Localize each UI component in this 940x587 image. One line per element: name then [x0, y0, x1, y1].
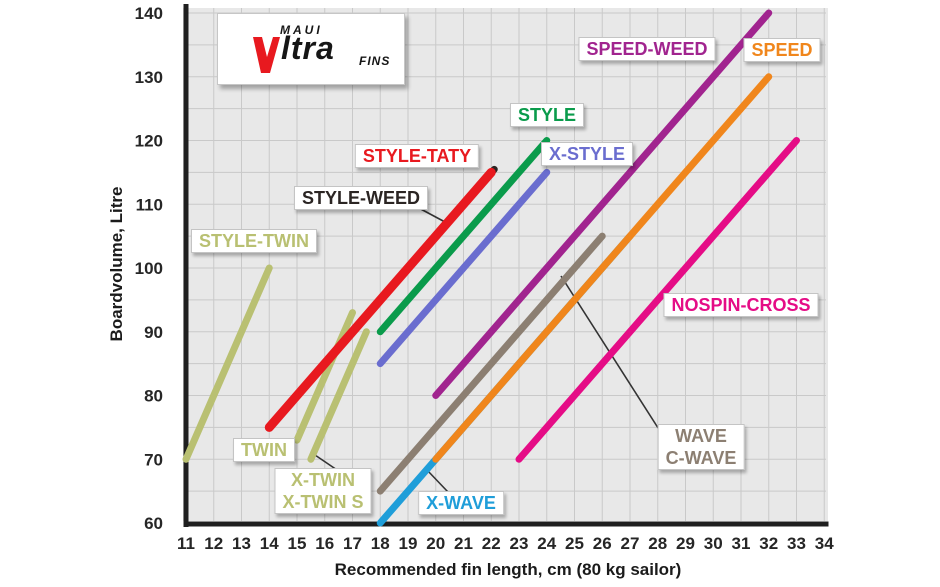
line-x-twin — [307, 328, 370, 463]
x-tick-label: 11 — [177, 534, 195, 553]
x-tick-label: 14 — [260, 534, 279, 553]
line-speed — [432, 73, 773, 463]
y-tick-label: 100 — [135, 259, 163, 278]
x-tick-label: 19 — [399, 534, 418, 553]
x-tick-label: 16 — [315, 534, 334, 553]
x-tick-label: 29 — [676, 534, 695, 553]
brand-logo: MAUI ltra FINS — [217, 13, 405, 85]
y-tick-label: 80 — [144, 387, 163, 406]
line-style — [376, 137, 551, 336]
y-tick-label: 70 — [144, 450, 163, 469]
x-tick-label: 15 — [288, 534, 307, 553]
x-tick-label: 30 — [704, 534, 723, 553]
line-style-twin — [182, 264, 273, 463]
y-axis-line — [183, 4, 189, 527]
line-nospin-cross — [515, 137, 800, 463]
y-tick-label: 130 — [135, 68, 163, 87]
x-tick-label: 32 — [759, 534, 778, 553]
x-tick-label: 23 — [510, 534, 529, 553]
line-x-style — [376, 168, 551, 368]
x-tick-label: 31 — [732, 534, 751, 553]
x-axis-title: Recommended fin length, cm (80 kg sailor… — [334, 560, 682, 579]
logo-u-swoosh-icon — [253, 37, 280, 73]
x-tick-label: 17 — [343, 534, 362, 553]
x-tick-label: 21 — [454, 534, 473, 553]
x-tick-label: 25 — [565, 534, 584, 553]
y-tick-label: 120 — [135, 132, 163, 151]
x-tick-label: 20 — [426, 534, 445, 553]
x-tick-label: 12 — [204, 534, 223, 553]
line-speed-weed — [432, 9, 773, 399]
x-tick-label: 28 — [648, 534, 667, 553]
x-tick-label: 13 — [232, 534, 251, 553]
y-tick-label: 60 — [144, 514, 163, 533]
logo-ultra-text: ltra — [281, 30, 335, 66]
x-tick-label: 26 — [593, 534, 612, 553]
x-tick-label: 33 — [787, 534, 806, 553]
logo-maui-text: MAUI — [280, 23, 323, 37]
x-tick-label: 22 — [482, 534, 501, 553]
x-tick-label: 27 — [621, 534, 640, 553]
pointer-x-wave — [426, 469, 449, 493]
logo-fins-text: FINS — [359, 54, 391, 68]
line-twin — [293, 309, 356, 444]
x-tick-label: 24 — [537, 534, 556, 553]
x-axis-line — [183, 521, 829, 527]
x-tick-label: 34 — [815, 534, 834, 553]
y-tick-label: 90 — [144, 323, 163, 342]
x-tick-label: 18 — [371, 534, 390, 553]
y-tick-label: 110 — [136, 195, 163, 214]
line-style-taty — [264, 167, 496, 432]
y-tick-label: 140 — [135, 4, 163, 23]
line-wave / c-wave — [376, 232, 606, 495]
y-axis-title: Boardvolume, Litre — [107, 186, 126, 342]
